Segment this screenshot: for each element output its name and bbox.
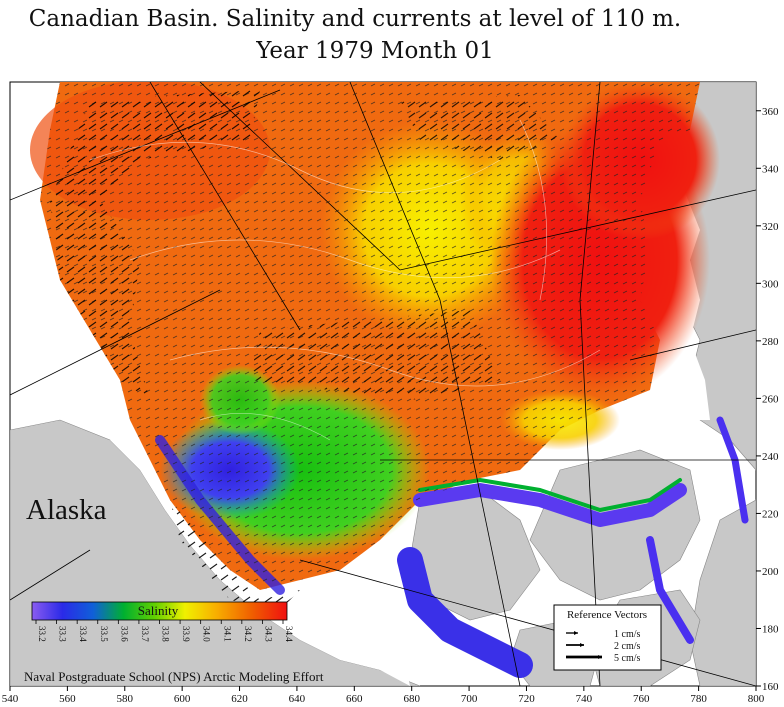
colorbar: Salinity 33.2 33.3 33.4 33.5 33.6 33.7 33.8 33.… [31, 601, 294, 642]
reference-vector-head [580, 643, 584, 647]
y-tick-label: 160 [762, 681, 779, 693]
x-tick-label: 700 [461, 693, 478, 705]
chart-subtitle: Year 1979 Month 01 [256, 38, 494, 64]
x-tick-label: 560 [59, 693, 76, 705]
y-tick-label: 360 [762, 106, 779, 118]
land-label-alaska: Alaska [26, 494, 107, 526]
x-tick-label: 760 [633, 693, 650, 705]
colorbar-tick-label: 33.4 [78, 626, 88, 642]
colorbar-tick-label: 34.4 [284, 626, 294, 642]
y-tick-label: 200 [762, 566, 779, 578]
colorbar-tick-label: 33.5 [99, 626, 109, 642]
reference-vector-head [598, 655, 602, 659]
x-tick-label: 660 [346, 693, 363, 705]
chart-title: Canadian Basin. Salinity and currents at… [28, 6, 682, 32]
x-tick-label: 720 [518, 693, 535, 705]
reference-vectors-legend: Reference Vectors 1 cm/s2 cm/s5 cm/s [553, 604, 662, 671]
x-tick-label: 640 [289, 693, 306, 705]
x-axis: 540 560 580 600 620 640 660 680 700 720 740 760 780 8… [2, 686, 765, 705]
graticule [10, 82, 756, 686]
colorbar-tick-label: 34.0 [202, 626, 212, 642]
x-tick-label: 540 [2, 693, 19, 705]
colorbar-tick-label: 34.2 [243, 626, 253, 642]
reference-vector-label: 1 cm/s [614, 629, 640, 640]
legend-title: Reference Vectors [567, 609, 647, 621]
y-tick-label: 320 [762, 221, 779, 233]
y-tick-label: 220 [762, 508, 779, 520]
y-tick-label: 280 [762, 336, 779, 348]
y-tick-label: 240 [762, 451, 779, 463]
x-tick-label: 620 [231, 693, 248, 705]
legend-box [553, 604, 662, 671]
colorbar-tick-label: 33.7 [140, 626, 150, 642]
x-tick-label: 580 [117, 693, 134, 705]
reference-vector-head [574, 631, 578, 635]
y-axis: 160 180 200 220 240 260 280 300 320 340 360 [756, 106, 779, 693]
x-tick-label: 680 [403, 693, 420, 705]
y-tick-label: 260 [762, 393, 779, 405]
colorbar-tick-label: 33.8 [161, 626, 171, 642]
colorbar-tick-label: 33.6 [119, 626, 129, 642]
x-tick-label: 600 [174, 693, 191, 705]
colorbar-tick-label: 33.3 [58, 626, 68, 642]
x-tick-label: 780 [690, 693, 707, 705]
colorbar-ticks: 33.2 33.3 33.4 33.5 33.6 33.7 33.8 33.9 34.0 34.1… [35, 620, 294, 642]
reference-vector-label: 5 cm/s [614, 653, 640, 664]
reference-vector-label: 2 cm/s [614, 641, 640, 652]
credit-text: Naval Postgraduate School (NPS) Arctic M… [24, 669, 324, 684]
colorbar-tick-label: 34.1 [222, 626, 232, 642]
colorbar-tick-label: 33.9 [181, 626, 191, 642]
y-tick-label: 340 [762, 163, 779, 175]
contour-lines [89, 119, 601, 441]
x-tick-label: 800 [748, 693, 765, 705]
colorbar-label: Salinity [138, 603, 179, 618]
current-vectors [40, 82, 700, 610]
colorbar-tick-label: 33.2 [37, 626, 47, 642]
x-tick-label: 740 [576, 693, 593, 705]
reference-vector-rows: 1 cm/s2 cm/s5 cm/s [566, 629, 640, 664]
y-tick-label: 300 [762, 278, 779, 290]
colorbar-tick-label: 34.3 [263, 626, 273, 642]
y-tick-label: 180 [762, 623, 779, 635]
